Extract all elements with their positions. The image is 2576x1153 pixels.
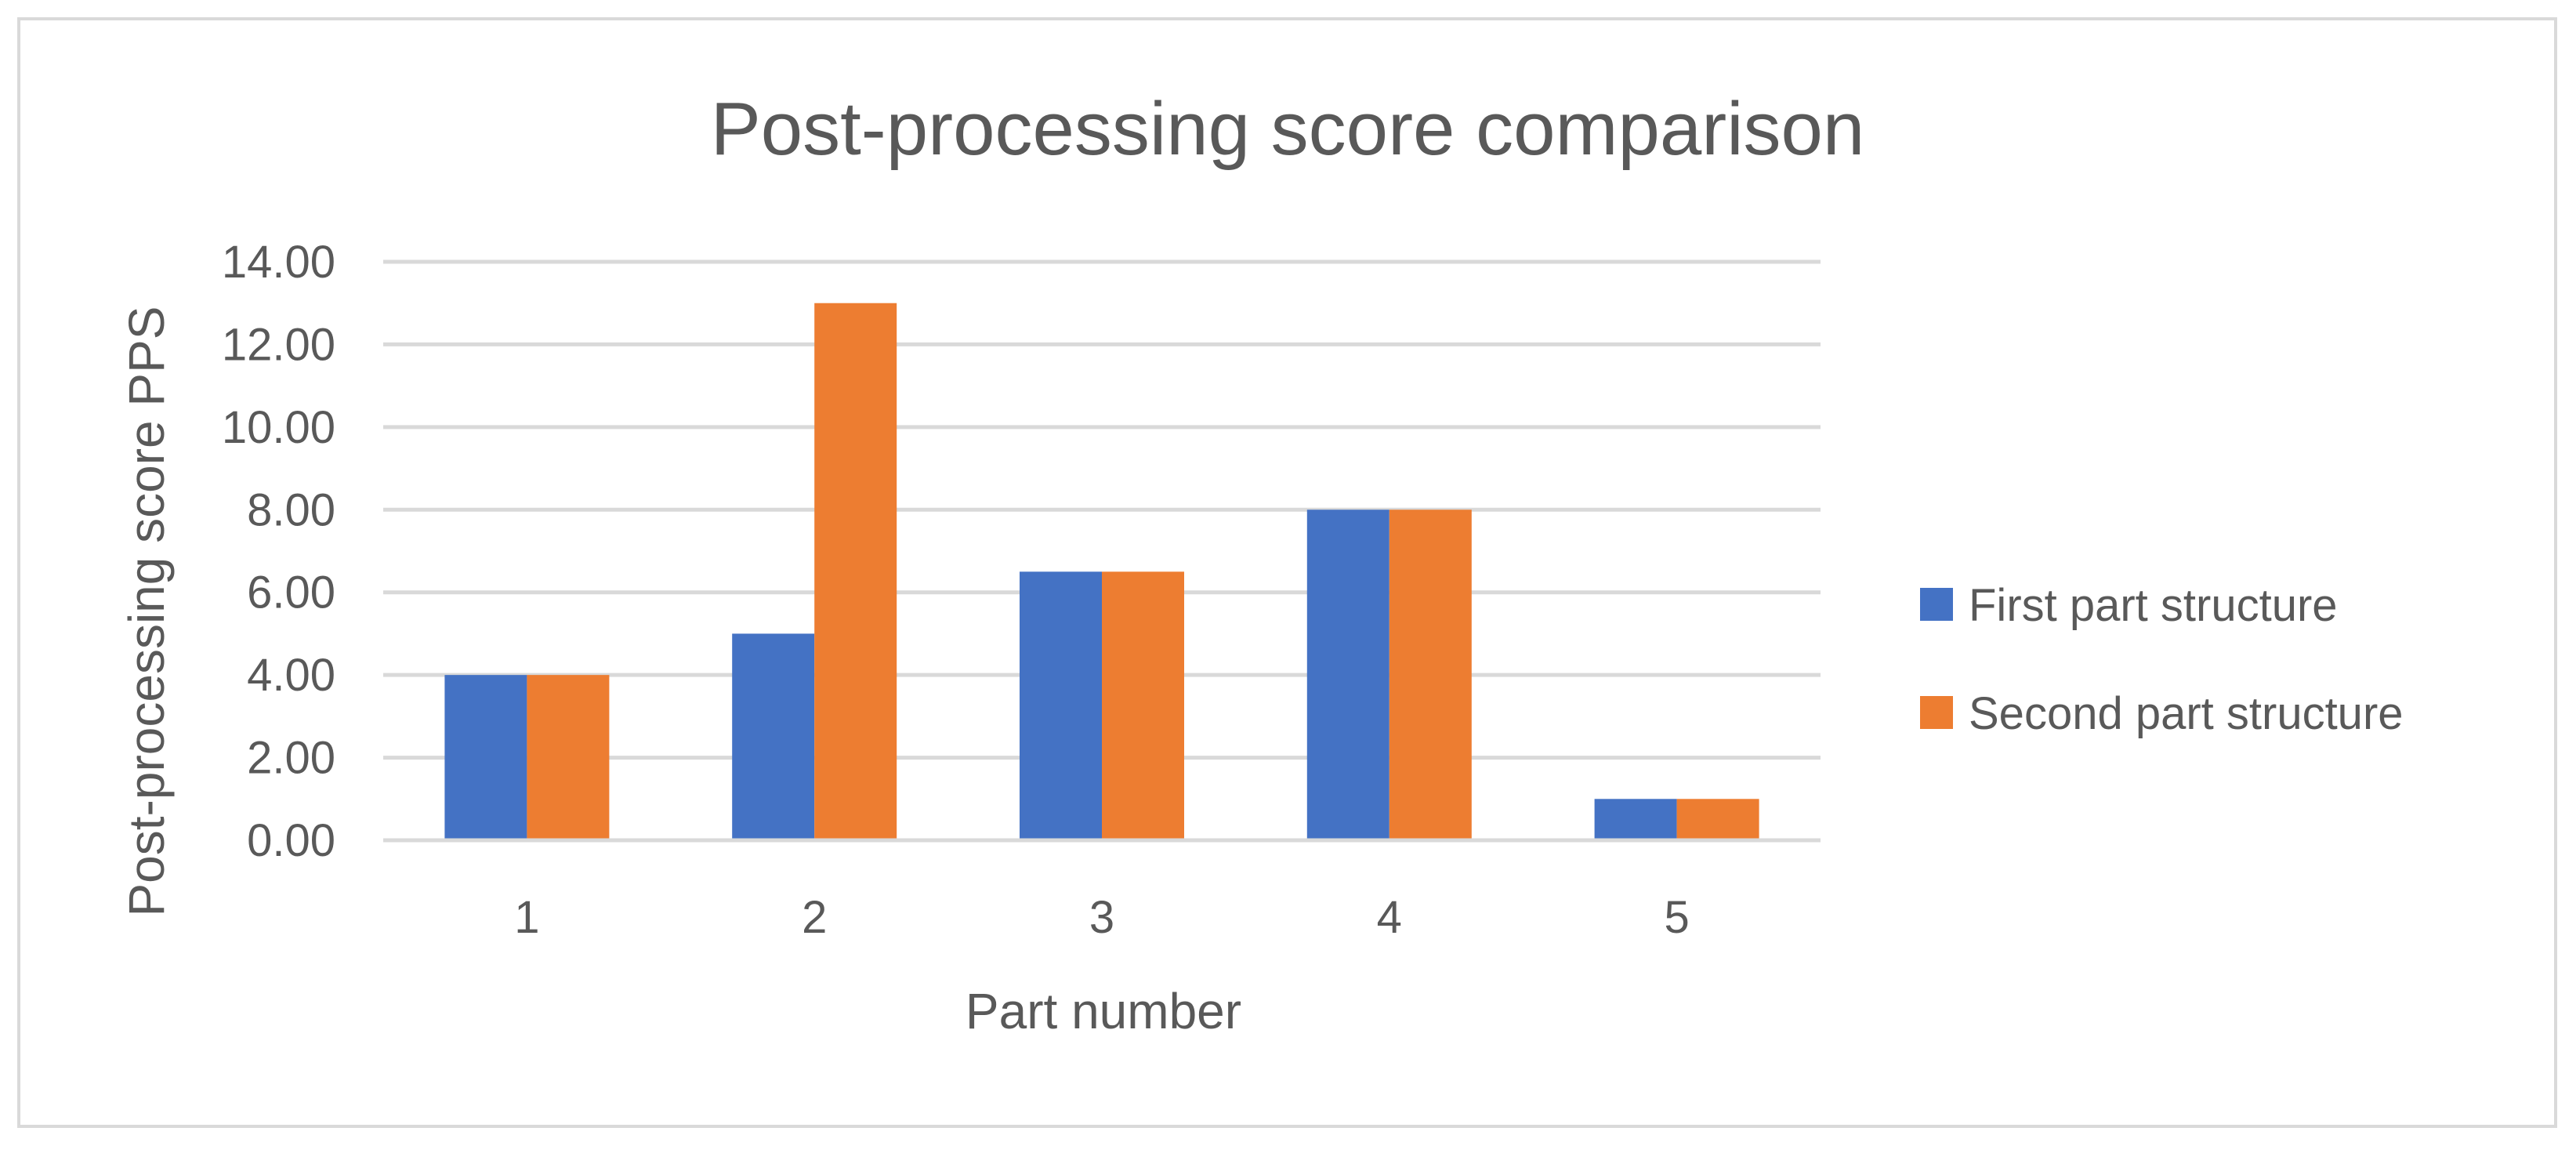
y-tick-label: 14.00 — [222, 237, 335, 288]
bar-series-2-category-1 — [527, 675, 610, 840]
bar-series-1-category-4 — [1306, 509, 1389, 840]
bar-series-2-category-4 — [1389, 509, 1472, 840]
y-tick-label: 0.00 — [247, 815, 335, 866]
legend-label: First part structure — [1969, 580, 2338, 631]
bar-series-2-category-5 — [1676, 799, 1759, 840]
x-tick-label: 4 — [1377, 892, 1402, 943]
bars — [383, 303, 1821, 843]
chart-title: Post-processing score comparison — [711, 87, 1865, 171]
legend-swatch — [1920, 588, 1953, 621]
bar-series-1-category-2 — [732, 633, 815, 840]
x-tick-label: 1 — [514, 892, 539, 943]
y-axis-title: Post-processing score PPS — [118, 306, 175, 917]
y-tick-label: 8.00 — [247, 484, 335, 535]
legend-label: Second part structure — [1969, 688, 2404, 739]
y-tick-label: 4.00 — [247, 650, 335, 701]
legend: First part structure Second part structur… — [1920, 580, 2404, 739]
x-tick-label: 2 — [802, 892, 827, 943]
bar-series-2-category-3 — [1102, 571, 1184, 840]
y-tick-label: 2.00 — [247, 733, 335, 784]
y-tick-label: 6.00 — [247, 567, 335, 618]
chart-frame — [17, 17, 2557, 1128]
bar-series-1-category-1 — [444, 675, 527, 840]
legend-swatch — [1920, 696, 1953, 729]
x-tick-label: 3 — [1089, 892, 1114, 943]
x-tick-label: 5 — [1664, 892, 1689, 943]
x-axis-title: Part number — [966, 983, 1241, 1039]
y-tick-label: 10.00 — [222, 402, 335, 453]
bar-series-1-category-3 — [1020, 571, 1102, 840]
y-axis-ticks: 0.00 2.00 4.00 6.00 8.00 10.00 12.00 14.00 — [222, 237, 335, 866]
bar-series-1-category-5 — [1594, 799, 1677, 840]
bar-series-2-category-2 — [814, 303, 897, 840]
x-axis-ticks: 1 2 3 4 5 — [514, 892, 1689, 943]
y-tick-label: 12.00 — [222, 319, 335, 370]
